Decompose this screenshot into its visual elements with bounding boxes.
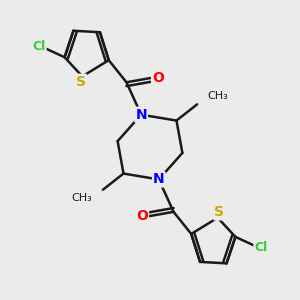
Text: N: N [135,108,147,122]
Text: O: O [136,209,148,223]
Text: O: O [152,71,164,85]
Text: S: S [214,206,224,219]
Text: Cl: Cl [254,241,268,254]
Text: N: N [153,172,165,186]
Text: CH₃: CH₃ [207,92,228,101]
Text: CH₃: CH₃ [72,193,93,203]
Text: Cl: Cl [32,40,46,53]
Text: S: S [76,75,86,89]
